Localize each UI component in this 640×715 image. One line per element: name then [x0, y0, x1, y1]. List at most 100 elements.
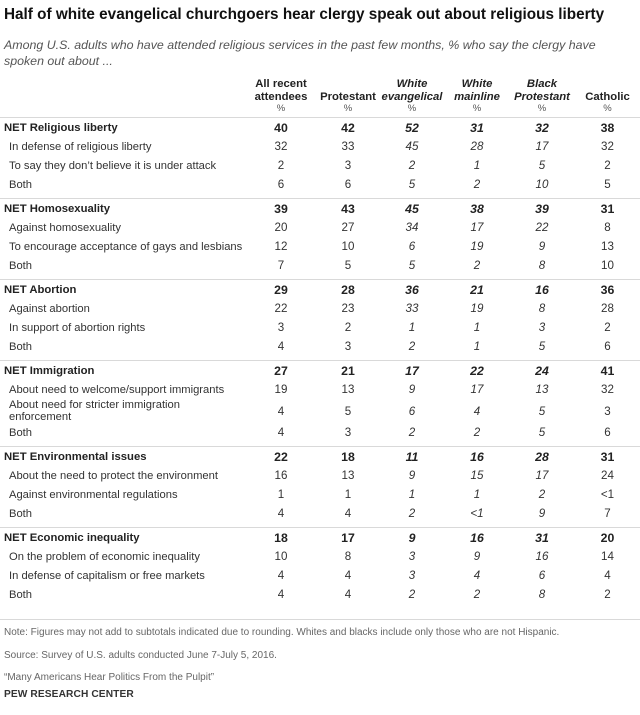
cell-value: 5: [538, 340, 546, 353]
row-label: Both: [9, 507, 33, 520]
cell-value: 2: [473, 426, 481, 439]
net-value: 28: [509, 446, 575, 466]
cell-value: 32: [274, 140, 288, 153]
row-label: To encourage acceptance of gays and lesb…: [9, 240, 243, 253]
footnote: Note: Figures may not add to subtotals i…: [4, 627, 560, 638]
net-value: 40: [245, 117, 317, 137]
net-value: 17: [317, 527, 379, 547]
cell-value: <1: [470, 507, 484, 520]
cell-value: 9: [538, 507, 546, 520]
col-header-white-evangelical: White evangelical: [381, 78, 443, 103]
cell-value: 19: [470, 302, 484, 315]
cell-value: 9: [408, 383, 416, 396]
table-body: NET Religious liberty 40 42 52 31 32 38 In defe…: [0, 117, 640, 605]
cell-value: 6: [344, 178, 352, 191]
net-value: 20: [575, 527, 640, 547]
net-value: 31: [445, 117, 509, 137]
percent-row: % % % % % %: [0, 103, 640, 118]
cell-value: 8: [538, 259, 546, 272]
cell-value: 5: [344, 259, 352, 272]
cell-value: 13: [341, 383, 355, 396]
cell-value: 28: [470, 140, 484, 153]
cell-value: 2: [604, 159, 611, 172]
cell-value: 16: [535, 550, 549, 563]
cell-value: 5: [538, 426, 546, 439]
cell-value: 5: [408, 259, 416, 272]
chart-title: Half of white evangelical churchgoers he…: [4, 6, 605, 23]
table-row: About need for stricter immigration enfo…: [0, 399, 640, 423]
row-label: About need to welcome/support immigrants: [9, 383, 225, 396]
row-label: Against environmental regulations: [9, 488, 178, 501]
cell-value: 15: [470, 469, 484, 482]
cell-value: 5: [538, 159, 546, 172]
net-value: 38: [445, 198, 509, 218]
cell-value: 7: [604, 507, 611, 520]
net-value: 38: [575, 117, 640, 137]
cell-value: 8: [538, 302, 546, 315]
table-row: Both 6 6 5 2 10 5: [0, 175, 640, 194]
cell-value: 33: [405, 302, 419, 315]
cell-value: 5: [538, 404, 546, 418]
net-value: 28: [317, 279, 379, 299]
cell-value: 2: [604, 321, 611, 334]
cell-value: 17: [470, 383, 484, 396]
net-value: 27: [245, 360, 317, 380]
row-label: Both: [9, 259, 33, 272]
column-header-row: All recent attendees Protestant White evan…: [0, 74, 640, 103]
cell-value: 1: [408, 488, 416, 501]
row-label: About need for stricter immigration enfo…: [9, 399, 180, 423]
table-row: Against homosexuality 20 27 34 17 22 8: [0, 218, 640, 237]
cell-value: 1: [473, 159, 481, 172]
net-row: NET Religious liberty 40 42 52 31 32 38: [0, 117, 640, 137]
net-value: 22: [245, 446, 317, 466]
net-value: 29: [245, 279, 317, 299]
col-header-protestant: Protestant: [320, 90, 376, 103]
cell-value: 17: [535, 140, 549, 153]
percent-sign: %: [537, 103, 547, 114]
net-value: 39: [245, 198, 317, 218]
net-label: NET Abortion: [0, 279, 245, 299]
cell-value: 10: [274, 550, 288, 563]
cell-value: 1: [344, 488, 352, 501]
cell-value: 32: [601, 140, 614, 153]
row-label: On the problem of economic inequality: [9, 550, 200, 563]
cell-value: 4: [277, 569, 285, 582]
cell-value: 2: [344, 321, 352, 334]
net-value: 9: [379, 527, 445, 547]
row-label: In support of abortion rights: [9, 321, 146, 334]
net-value: 21: [445, 279, 509, 299]
cell-value: 2: [408, 588, 416, 601]
cell-value: 5: [344, 404, 352, 418]
percent-sign: %: [276, 103, 286, 114]
cell-value: 3: [408, 569, 416, 582]
cell-value: 1: [473, 488, 481, 501]
cell-value: 14: [601, 550, 614, 563]
cell-value: 8: [604, 221, 611, 234]
table-row: Both 7 5 5 2 8 10: [0, 256, 640, 275]
net-value: 31: [575, 446, 640, 466]
cell-value: 1: [473, 321, 481, 334]
cell-value: 3: [344, 426, 352, 439]
cell-value: 3: [538, 321, 546, 334]
cell-value: 13: [601, 240, 614, 253]
table-row: On the problem of economic inequality 10 8…: [0, 547, 640, 566]
cell-value: 28: [601, 302, 614, 315]
cell-value: 4: [277, 507, 285, 520]
cell-value: 3: [344, 159, 352, 172]
net-row: NET Abortion 29 28 36 21 16 36: [0, 279, 640, 299]
table-row: To encourage acceptance of gays and lesb…: [0, 237, 640, 256]
pew-logo-text: PEW RESEARCH CENTER: [4, 689, 134, 700]
percent-sign: %: [472, 103, 482, 114]
net-value: 31: [509, 527, 575, 547]
table-row: Against environmental regulations 1 1 1 1 2 <1: [0, 485, 640, 504]
cell-value: 4: [344, 569, 352, 582]
cell-value: 9: [538, 240, 546, 253]
cell-value: 6: [277, 178, 285, 191]
net-row: NET Environmental issues 22 18 11 16 28 31: [0, 446, 640, 466]
table-row: Both 4 3 2 1 5 6: [0, 337, 640, 356]
cell-value: 10: [341, 240, 355, 253]
net-value: 17: [379, 360, 445, 380]
cell-value: 5: [408, 178, 416, 191]
row-label-header: [0, 74, 245, 103]
net-value: 18: [317, 446, 379, 466]
